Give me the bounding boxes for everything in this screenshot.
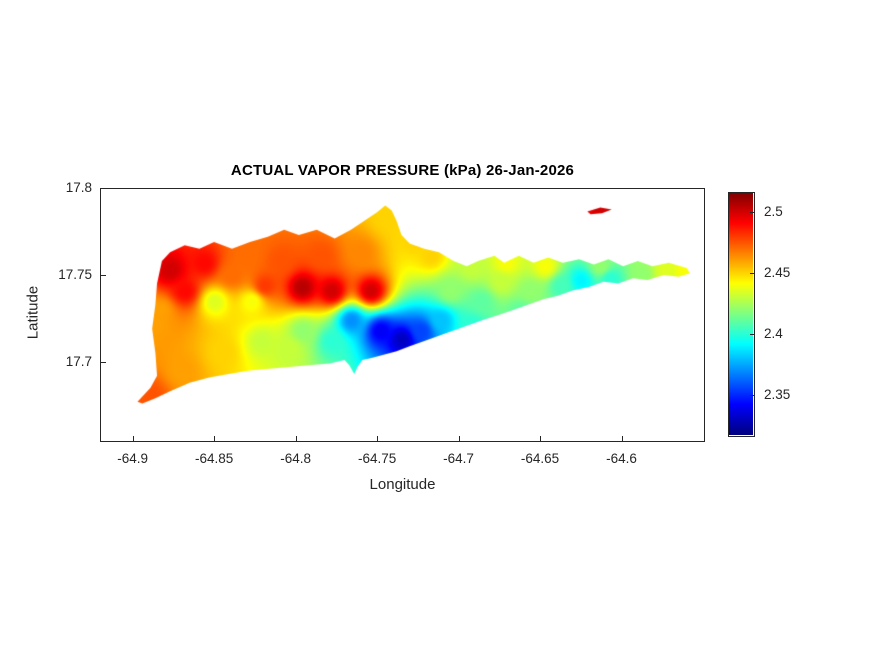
x-tick-label: -64.8 (280, 451, 311, 466)
x-tick-label: -64.7 (443, 451, 474, 466)
y-tick-label: 17.8 (65, 180, 92, 195)
x-tick-mark (295, 436, 297, 441)
y-axis-label: Latitude (24, 285, 42, 340)
x-tick-label: -64.9 (117, 451, 148, 466)
x-tick-mark (214, 436, 216, 441)
plot-area (100, 188, 705, 442)
x-tick-label: -64.6 (606, 451, 637, 466)
y-tick-label: 17.75 (58, 266, 92, 282)
colorbar-tick-label: 2.35 (764, 386, 791, 402)
chart-title: ACTUAL VAPOR PRESSURE (kPa) 26-Jan-2026 (230, 162, 575, 179)
x-tick-label: -64.85 (194, 451, 234, 466)
x-tick-mark (132, 436, 134, 441)
x-tick-mark (540, 436, 541, 441)
colorbar (728, 192, 755, 437)
y-tick-mark (101, 188, 106, 189)
x-tick-label: -64.75 (357, 451, 397, 466)
colorbar-tick-mark (750, 211, 754, 213)
colorbar-tick-mark (750, 333, 754, 335)
x-axis-label: Longitude (369, 476, 436, 493)
y-tick-mark (101, 361, 106, 363)
y-tick-label: 17.7 (65, 353, 92, 369)
colorbar-tick-mark (750, 394, 754, 396)
x-tick-label: -64.65 (520, 451, 560, 466)
y-tick-mark (101, 274, 106, 276)
x-tick-mark (377, 436, 379, 441)
x-tick-mark (621, 436, 623, 441)
colorbar-tick-mark (750, 272, 754, 274)
heatmap-canvas (100, 188, 703, 440)
colorbar-tick-label: 2.5 (764, 203, 783, 219)
colorbar-canvas (728, 192, 753, 435)
x-tick-mark (458, 436, 460, 441)
colorbar-tick-label: 2.45 (764, 264, 791, 280)
colorbar-tick-label: 2.4 (764, 325, 783, 341)
